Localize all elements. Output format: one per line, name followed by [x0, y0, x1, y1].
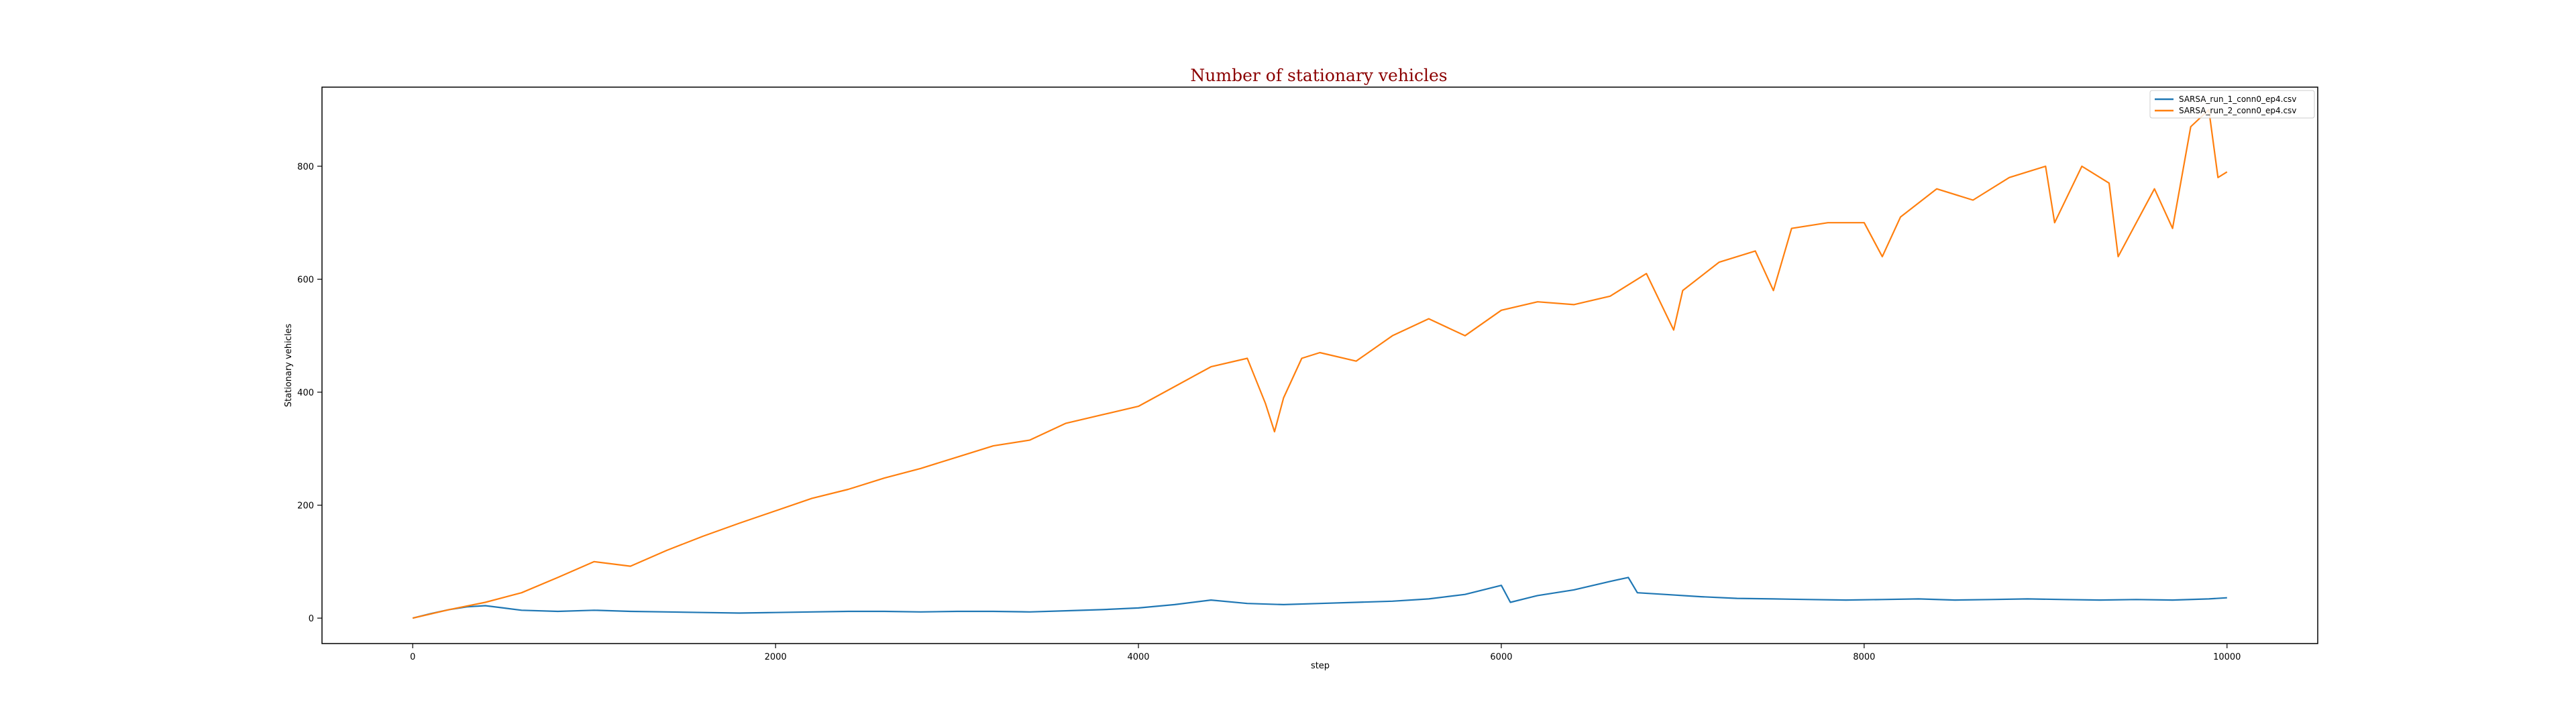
series-line-1 — [412, 577, 2227, 619]
plot-lines — [412, 109, 2228, 619]
y-tick-label: 0 — [309, 614, 314, 624]
series-line-2 — [412, 109, 2228, 619]
y-tick-label: 600 — [297, 275, 314, 285]
y-tick-label: 400 — [297, 388, 314, 398]
x-tick-label: 4000 — [1127, 652, 1149, 662]
x-axis-label: step — [1311, 661, 1330, 671]
x-axis-ticks: 0 2000 4000 6000 8000 10000 — [410, 644, 2241, 662]
x-tick-label: 2000 — [765, 652, 787, 662]
legend-label-series-2: SARSA_run_2_conn0_ep4.csv — [2179, 106, 2296, 115]
plot-area-frame — [321, 86, 2318, 644]
legend-box — [2149, 90, 2315, 119]
legend-label-series-1: SARSA_run_1_conn0_ep4.csv — [2179, 95, 2296, 104]
x-tick-label: 6000 — [1490, 652, 1512, 662]
y-tick-label: 800 — [297, 162, 314, 172]
y-tick-label: 200 — [297, 501, 314, 511]
x-tick-label: 0 — [410, 652, 415, 662]
y-axis-ticks: 0 200 400 600 800 — [297, 162, 322, 624]
chart-title: Number of stationary vehicles — [1190, 66, 1447, 85]
x-tick-label: 10000 — [2213, 652, 2241, 662]
x-tick-label: 8000 — [1853, 652, 1875, 662]
legend: SARSA_run_1_conn0_ep4.csv SARSA_run_2_co… — [2149, 90, 2315, 119]
y-axis-label: Stationary vehicles — [284, 324, 294, 408]
